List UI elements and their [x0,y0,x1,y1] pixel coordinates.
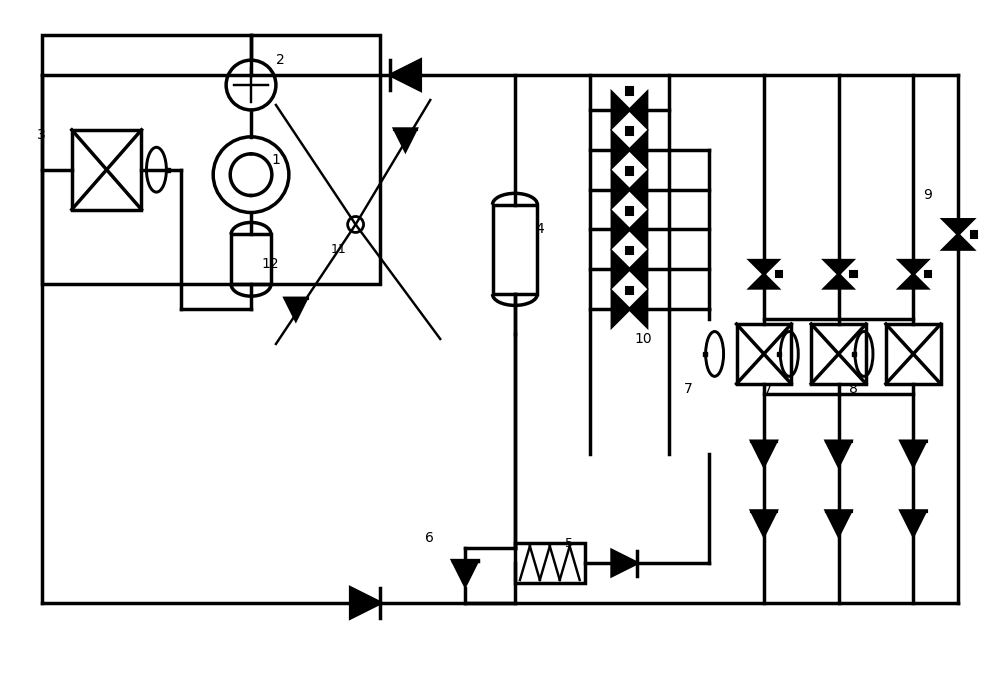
Polygon shape [750,260,778,274]
Polygon shape [390,60,420,90]
Polygon shape [899,260,927,274]
Bar [626,127,633,135]
Bar [925,271,931,277]
Polygon shape [825,274,853,288]
Bar [850,271,857,277]
Polygon shape [629,212,647,247]
Polygon shape [612,172,629,207]
Polygon shape [629,92,647,127]
Polygon shape [629,172,647,207]
Polygon shape [943,220,973,235]
Text: 12: 12 [261,257,279,272]
Polygon shape [901,511,926,536]
Polygon shape [629,132,647,167]
Polygon shape [751,511,776,536]
Polygon shape [826,511,851,536]
Polygon shape [612,212,629,247]
Bar [493,204,537,294]
Bar [626,247,633,255]
Polygon shape [629,252,647,286]
Polygon shape [394,129,416,151]
Bar [42,35,380,284]
Bar [886,324,941,384]
Polygon shape [825,260,853,274]
Bar [626,207,633,214]
Polygon shape [899,274,927,288]
Bar [776,271,782,277]
Bar [626,286,633,295]
Text: 9: 9 [923,187,932,202]
Text: 8: 8 [849,381,857,396]
Bar [971,231,977,238]
Text: 5: 5 [565,537,573,549]
Bar [811,324,866,384]
Polygon shape [612,132,629,167]
Bar [72,130,141,210]
Polygon shape [285,298,307,320]
Text: 2: 2 [276,53,285,67]
Bar [626,167,633,175]
Polygon shape [826,441,851,466]
Polygon shape [750,274,778,288]
Text: 1: 1 [271,153,280,166]
Polygon shape [943,235,973,249]
Polygon shape [612,551,637,576]
Polygon shape [453,561,478,586]
Polygon shape [751,441,776,466]
Bar [737,324,791,384]
Polygon shape [351,588,380,618]
Text: 11: 11 [331,243,346,256]
Text: 7: 7 [764,381,773,396]
Bar [231,235,271,284]
Polygon shape [612,252,629,286]
Polygon shape [612,92,629,127]
Polygon shape [629,292,647,326]
Polygon shape [901,441,926,466]
Text: 3: 3 [37,128,46,142]
Bar [626,88,633,95]
Text: 6: 6 [425,531,434,545]
Polygon shape [612,292,629,326]
Text: 7: 7 [684,381,693,396]
Bar [515,543,585,583]
Text: 10: 10 [634,332,652,346]
Text: 4: 4 [535,222,544,237]
